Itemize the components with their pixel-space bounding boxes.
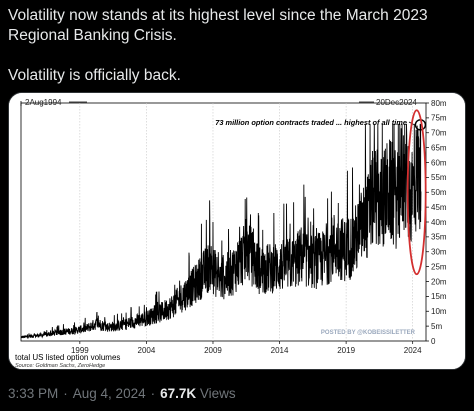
y-tick-label: 0 — [431, 337, 436, 346]
y-tick-label: 25m — [431, 262, 447, 271]
y-tick-label: 65m — [431, 143, 447, 152]
y-tick-label: 40m — [431, 218, 447, 227]
y-tick-label: 45m — [431, 203, 447, 212]
peak-annotation: 73 million option contracts traded ... h… — [215, 118, 407, 127]
x-tick-label: 2004 — [138, 346, 156, 355]
end-date-label: 20Dec2024 — [376, 98, 417, 107]
y-tick-label: 35m — [431, 233, 447, 242]
meta-separator-2: · — [150, 386, 156, 401]
x-tick-label: 2019 — [337, 346, 355, 355]
views-count: 67.7K — [160, 386, 197, 401]
y-tick-label: 20m — [431, 277, 447, 286]
chart-source: Source: Goldman Sachs, ZeroHedge — [15, 363, 105, 369]
x-tick-label: 1999 — [71, 346, 89, 355]
tweet-text: Volatility now stands at its highest lev… — [8, 6, 468, 86]
volume-series-line — [20, 123, 422, 340]
start-date-label: 2Aug1994 — [25, 98, 62, 107]
y-tick-label: 70m — [431, 129, 447, 138]
option-volume-chart: 0 5m 10m 15m 20m 25m 30m 35m 40m 45m 50m 55m 60m 65m 7… — [9, 93, 465, 369]
tweet-meta: 3:33 PM · Aug 4, 2024 · 67.7K Views — [8, 386, 236, 401]
y-tick-label: 5m — [431, 322, 442, 331]
tweet-media-chart[interactable]: 0 5m 10m 15m 20m 25m 30m 35m 40m 45m 50m 55m 60m 65m 7… — [8, 92, 466, 370]
y-tick-label: 10m — [431, 307, 447, 316]
y-tick-label: 55m — [431, 173, 447, 182]
chart-watermark: POSTED BY @KOBEISSILETTER — [321, 330, 416, 336]
y-tick-label: 80m — [431, 99, 447, 108]
tweet-time[interactable]: 3:33 PM — [8, 386, 59, 401]
x-tick-label: 2009 — [204, 346, 222, 355]
y-tick-label: 50m — [431, 188, 447, 197]
chart-bottom-label: total US listed option volumes — [15, 353, 120, 362]
highlight-ellipse — [406, 109, 427, 276]
views-label: Views — [199, 386, 236, 401]
tweet-text-line-2: Volatility is officially back. — [8, 67, 181, 84]
y-tick-label: 75m — [431, 114, 447, 123]
y-tick-label: 30m — [431, 248, 447, 257]
y-tick-label: 60m — [431, 158, 447, 167]
y-tick-label: 15m — [431, 292, 447, 301]
x-tick-label: 2024 — [404, 346, 422, 355]
tweet-date[interactable]: Aug 4, 2024 — [72, 386, 146, 401]
x-tick-label: 2014 — [271, 346, 289, 355]
tweet-text-line-1: Volatility now stands at its highest lev… — [8, 7, 428, 44]
meta-separator-1: · — [63, 386, 68, 401]
